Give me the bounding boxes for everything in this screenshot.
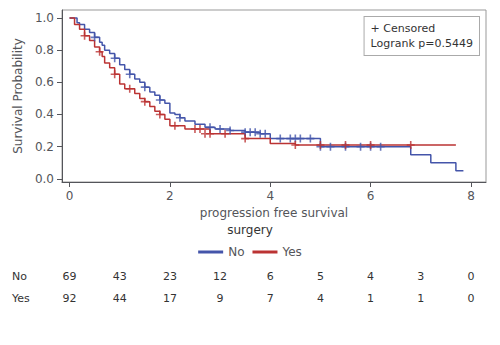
svg-text:5: 5 [317,270,324,283]
svg-text:4: 4 [266,189,274,203]
svg-text:3: 3 [417,270,424,283]
svg-text:23: 23 [163,270,177,283]
svg-text:9: 9 [217,292,224,305]
svg-text:0.6: 0.6 [35,75,54,89]
svg-text:8: 8 [467,189,475,203]
svg-text:0.4: 0.4 [35,107,54,121]
svg-text:1.0: 1.0 [35,11,54,25]
svg-text:6: 6 [367,189,375,203]
svg-text:92: 92 [63,292,77,305]
svg-text:surgery: surgery [227,223,273,237]
svg-text:No: No [228,245,244,259]
svg-text:0: 0 [467,270,474,283]
svg-text:Yes: Yes [281,245,301,259]
svg-text:4: 4 [367,270,374,283]
svg-text:6: 6 [267,270,274,283]
svg-text:0.0: 0.0 [35,172,54,186]
svg-text:2: 2 [166,189,174,203]
svg-text:Logrank p=0.5449: Logrank p=0.5449 [371,37,473,50]
svg-text:0: 0 [66,189,74,203]
svg-text:7: 7 [267,292,274,305]
svg-text:Yes: Yes [11,292,30,305]
svg-text:0.2: 0.2 [35,140,54,154]
svg-text:17: 17 [163,292,177,305]
svg-text:1: 1 [417,292,424,305]
svg-text:0.8: 0.8 [35,43,54,57]
svg-text:4: 4 [317,292,324,305]
svg-text:No: No [12,270,27,283]
svg-text:0: 0 [467,292,474,305]
svg-text:69: 69 [63,270,77,283]
svg-text:12: 12 [213,270,227,283]
svg-text:44: 44 [113,292,127,305]
svg-text:Survival Probability: Survival Probability [11,38,25,154]
svg-text:43: 43 [113,270,127,283]
svg-text:1: 1 [367,292,374,305]
svg-text:+ Censored: + Censored [371,22,436,35]
svg-text:progression free survival: progression free survival [200,206,348,220]
